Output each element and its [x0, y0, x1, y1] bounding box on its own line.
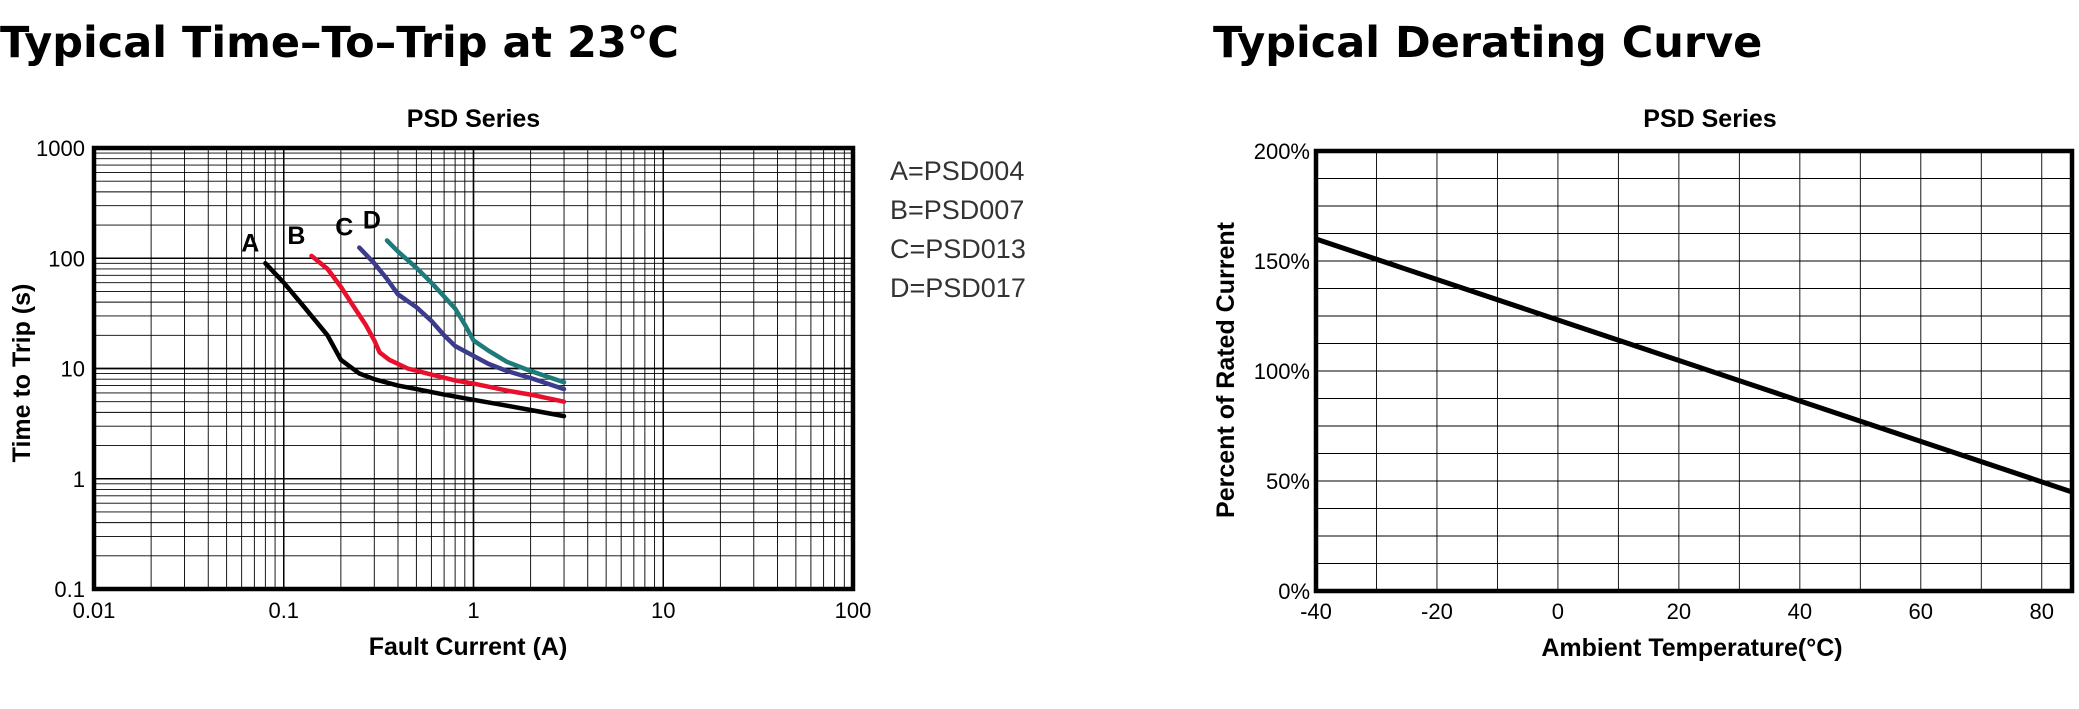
- series-label-c: C: [335, 214, 353, 242]
- chart-subtitle: PSD Series: [1643, 105, 1776, 133]
- y-axis-label: Percent of Rated Current: [1212, 221, 1240, 518]
- y-tick-label: 0.1: [54, 577, 85, 602]
- derating-line: [1315, 236, 2073, 495]
- y-tick-label: 100: [48, 246, 85, 271]
- series-label-b: B: [287, 222, 305, 250]
- legend-entry: A=PSD004: [890, 156, 1024, 186]
- x-tick-label: 10: [651, 598, 675, 623]
- y-tick-label: 100%: [1254, 359, 1310, 384]
- y-tick-label: 50%: [1266, 469, 1310, 494]
- y-tick-label: 0%: [1278, 579, 1310, 604]
- x-tick-label: 100: [835, 598, 872, 623]
- x-tick-label: 20: [1667, 599, 1691, 624]
- plot-frame: [91, 145, 856, 592]
- y-tick-label: 1000: [36, 136, 85, 161]
- series-label-a: A: [241, 229, 259, 257]
- y-tick-label: 150%: [1254, 249, 1310, 274]
- plot-frame: [1313, 148, 2075, 594]
- x-tick-label: 1: [467, 598, 479, 623]
- series-line-a: [263, 261, 567, 419]
- x-tick-label: -40: [1300, 599, 1332, 624]
- x-tick-label: 60: [1909, 599, 1933, 624]
- x-tick-label: -20: [1421, 599, 1453, 624]
- legend-entry: B=PSD007: [890, 195, 1024, 225]
- chart-subtitle: PSD Series: [407, 105, 540, 133]
- series-line-c: [357, 245, 567, 392]
- derating-curve-heading: Typical Derating Curve: [1213, 18, 1763, 68]
- x-tick-label: 0.01: [73, 598, 116, 623]
- time-to-trip-heading: Typical Time–To–Trip at 23℃: [0, 18, 679, 68]
- series-line-b: [309, 253, 567, 404]
- x-tick-label: 40: [1788, 599, 1812, 624]
- series-label-d: D: [363, 206, 381, 234]
- y-axis-label: Time to Trip (s): [8, 284, 36, 463]
- series-line-d: [384, 238, 567, 385]
- x-tick-label: 0.1: [268, 598, 299, 623]
- y-tick-label: 200%: [1254, 139, 1310, 164]
- x-tick-label: 80: [2030, 599, 2054, 624]
- x-axis-label: Fault Current (A): [369, 633, 568, 661]
- legend-entry: D=PSD017: [890, 273, 1026, 303]
- x-axis-label: Ambient Temperature(°C): [1541, 634, 1842, 662]
- y-tick-label: 1: [73, 467, 85, 492]
- x-tick-label: 0: [1552, 599, 1564, 624]
- legend-entry: C=PSD013: [890, 234, 1026, 264]
- y-tick-label: 10: [61, 357, 85, 382]
